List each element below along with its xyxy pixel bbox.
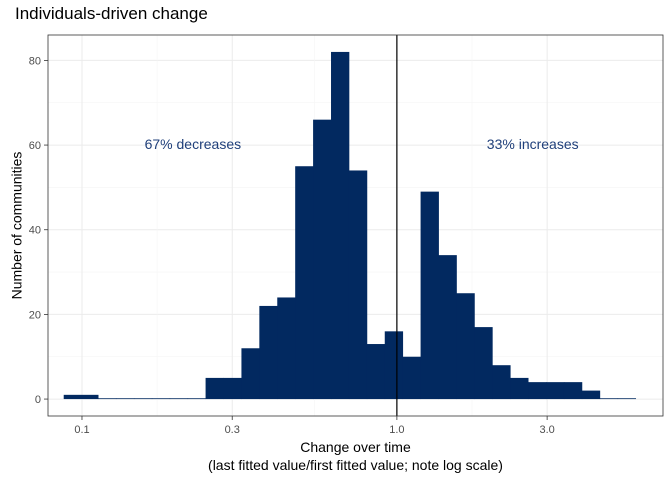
annotations: 67% decreases 33% increases: [145, 136, 579, 152]
x-tick-label: 0.1: [74, 424, 89, 436]
histogram-bar: [599, 398, 619, 400]
histogram-bar: [510, 377, 529, 400]
annotation-label: 67% decreases: [145, 136, 242, 152]
x-tick-label: 0.3: [225, 424, 240, 436]
x-axis-title: Change over time: [300, 439, 411, 455]
panel-border: [47, 34, 664, 417]
histogram-bar: [420, 191, 439, 400]
histogram-bar: [295, 166, 314, 400]
histogram-bar: [259, 305, 278, 400]
x-tick-label: 1.0: [389, 424, 404, 436]
histogram-bar: [546, 382, 565, 400]
y-tick-label: 60: [29, 140, 41, 152]
histogram-bar: [223, 377, 242, 400]
histogram-bar: [581, 390, 601, 400]
histogram-bar: [438, 255, 457, 400]
x-tick-label: 3.0: [539, 424, 554, 436]
y-tick-label: 0: [35, 394, 41, 406]
y-tick-label: 80: [29, 55, 41, 67]
histogram-bar: [528, 382, 547, 400]
histogram-bar: [456, 293, 475, 400]
histogram-bar: [492, 365, 511, 400]
histogram-bar: [617, 398, 637, 400]
histogram-bar: [98, 398, 117, 400]
x-axis-ticks: 0.1 0.3 1.0 3.0: [74, 416, 555, 436]
histogram-bar: [313, 119, 332, 400]
y-axis-ticks: 0 20 40 60 80: [29, 55, 48, 406]
histogram-bar: [115, 398, 135, 400]
histogram-bar: [277, 297, 296, 400]
histogram-bar: [331, 51, 350, 400]
y-tick-label: 20: [29, 309, 41, 321]
histogram-bars: [63, 51, 637, 400]
chart-title: Individuals-driven change: [15, 4, 208, 23]
histogram-bar: [366, 344, 386, 400]
histogram-bar: [187, 398, 206, 400]
histogram-bar: [474, 327, 493, 400]
y-tick-label: 40: [29, 225, 41, 237]
x-axis-subtitle: (last fitted value/first fitted value; n…: [208, 457, 503, 473]
histogram-bar: [169, 398, 189, 400]
histogram-bar: [384, 331, 404, 400]
histogram-bar: [151, 398, 171, 400]
histogram-bar: [63, 394, 99, 400]
histogram-bar: [205, 377, 224, 400]
histogram-bar: [402, 356, 421, 400]
y-axis-title: Number of communities: [9, 152, 25, 300]
histogram-bar: [563, 382, 583, 400]
histogram-bar: [133, 398, 153, 400]
histogram-bar: [241, 348, 260, 400]
histogram-bar: [348, 170, 368, 400]
annotation-label: 33% increases: [487, 136, 579, 152]
